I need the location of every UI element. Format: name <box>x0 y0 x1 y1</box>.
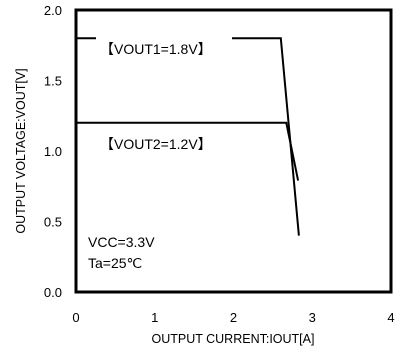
vcc-annotation: VCC=3.3V <box>88 234 155 250</box>
plot-frame <box>74 8 393 294</box>
y-tick-label: 1.5 <box>44 74 62 89</box>
series-2-label: 【VOUT2=1.2V】 <box>100 136 212 152</box>
y-axis-label: OUTPUT VOLTAGE:VOUT[V] <box>14 68 28 233</box>
y-tick-label: 1.0 <box>44 144 62 159</box>
x-tick-label: 4 <box>387 310 394 325</box>
ticks-layer: 0 1 2 3 4 0.0 0.5 1.0 1.5 2.0 <box>44 3 395 325</box>
x-tick-label: 2 <box>230 310 237 325</box>
series-1-label-bg <box>96 37 232 61</box>
x-tick-label: 3 <box>309 310 316 325</box>
x-axis-label: OUTPUT CURRENT:IOUT[A] <box>152 332 315 346</box>
ta-annotation: Ta=25℃ <box>88 255 142 271</box>
series-2-line <box>76 121 300 181</box>
y-tick-label: 0.5 <box>44 215 62 230</box>
x-tick-label: 1 <box>151 310 158 325</box>
series-2-label-bg <box>96 132 232 156</box>
x-tick-label: 0 <box>72 310 79 325</box>
y-tick-label: 2.0 <box>44 3 62 18</box>
series-1-label: 【VOUT1=1.8V】 <box>100 41 212 57</box>
y-tick-label: 0.0 <box>44 285 62 300</box>
